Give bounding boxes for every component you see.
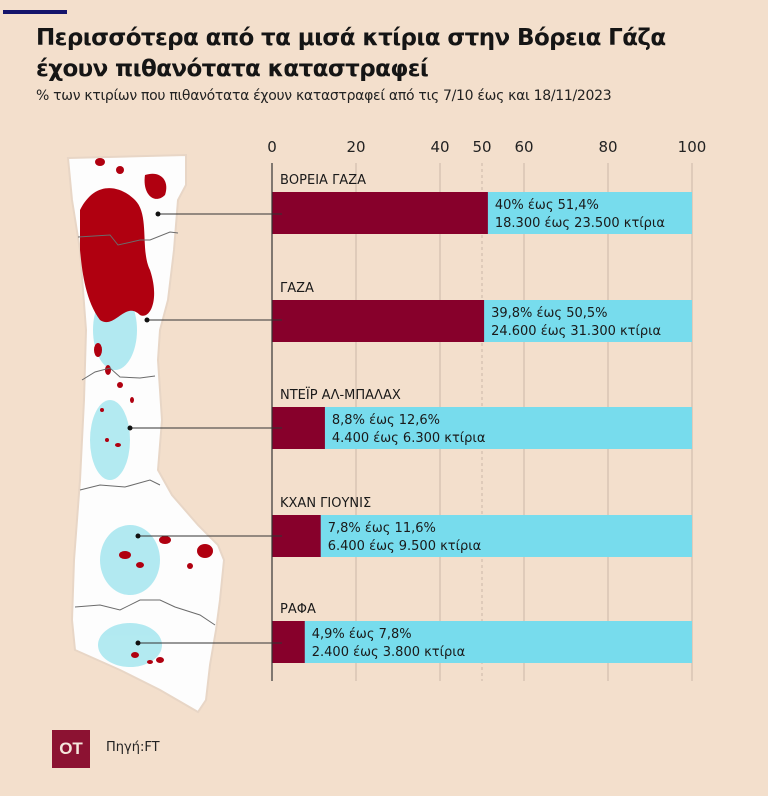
x-tick-label: 60 — [514, 138, 533, 156]
data-label-percent: 40% έως 51,4% — [495, 198, 599, 213]
damage-layer — [80, 158, 213, 664]
map-marker-dot — [135, 640, 141, 646]
data-label-percent: 4,9% έως 7,8% — [312, 627, 412, 642]
subtitle: % των κτιρίων που πιθανότατα έχουν κατασ… — [36, 88, 612, 104]
map-marker-dot — [144, 317, 150, 323]
x-tick-label: 0 — [267, 138, 277, 156]
bar-destroyed — [272, 300, 485, 342]
accent-line — [3, 10, 67, 14]
data-label-percent: 39,8% έως 50,5% — [491, 306, 607, 321]
bar-destroyed — [272, 621, 305, 663]
title-line-2: έχουν πιθανότατα καταστραφεί — [36, 56, 429, 82]
data-label-buildings: 2.400 έως 3.800 κτίρια — [312, 645, 465, 660]
category-label: ΡΑΦΑ — [280, 602, 316, 617]
x-tick-label: 50 — [472, 138, 491, 156]
data-label-percent: 8,8% έως 12,6% — [332, 413, 440, 428]
data-label-buildings: 6.400 έως 9.500 κτίρια — [328, 539, 481, 554]
data-label-buildings: 4.400 έως 6.300 κτίρια — [332, 431, 485, 446]
governorate-borders — [74, 231, 216, 626]
bar-total — [272, 407, 692, 449]
bar-total — [272, 515, 692, 557]
category-label: ΒΟΡΕΙΑ ΓΑΖΑ — [280, 173, 366, 188]
page-title: Περισσότερα από τα μισά κτίρια στην Βόρε… — [36, 23, 666, 85]
bar-destroyed — [272, 192, 488, 234]
map-marker-dot — [155, 211, 161, 217]
data-label-percent: 7,8% έως 11,6% — [328, 521, 436, 536]
category-label: ΚΧΑΝ ΓΙΟΥΝΙΣ — [280, 496, 371, 511]
title-line-1: Περισσότερα από τα μισά κτίρια στην Βόρε… — [36, 25, 666, 51]
x-tick-label: 20 — [346, 138, 365, 156]
ot-logo: OT — [52, 730, 90, 768]
x-tick-label: 80 — [598, 138, 617, 156]
bar-total — [272, 621, 692, 663]
map-marker-dot — [135, 533, 141, 539]
category-label: ΝΤΕΪΡ ΑΛ-ΜΠΑΛΑΧ — [280, 387, 401, 403]
data-label-buildings: 24.600 έως 31.300 κτίρια — [491, 324, 661, 339]
category-label: ΓΑΖΑ — [280, 281, 314, 296]
data-label-buildings: 18.300 έως 23.500 κτίρια — [495, 216, 665, 231]
map-marker-dot — [127, 425, 133, 431]
x-tick-label: 100 — [678, 138, 707, 156]
source-label: Πηγή:FT — [106, 740, 160, 755]
x-tick-label: 40 — [430, 138, 449, 156]
